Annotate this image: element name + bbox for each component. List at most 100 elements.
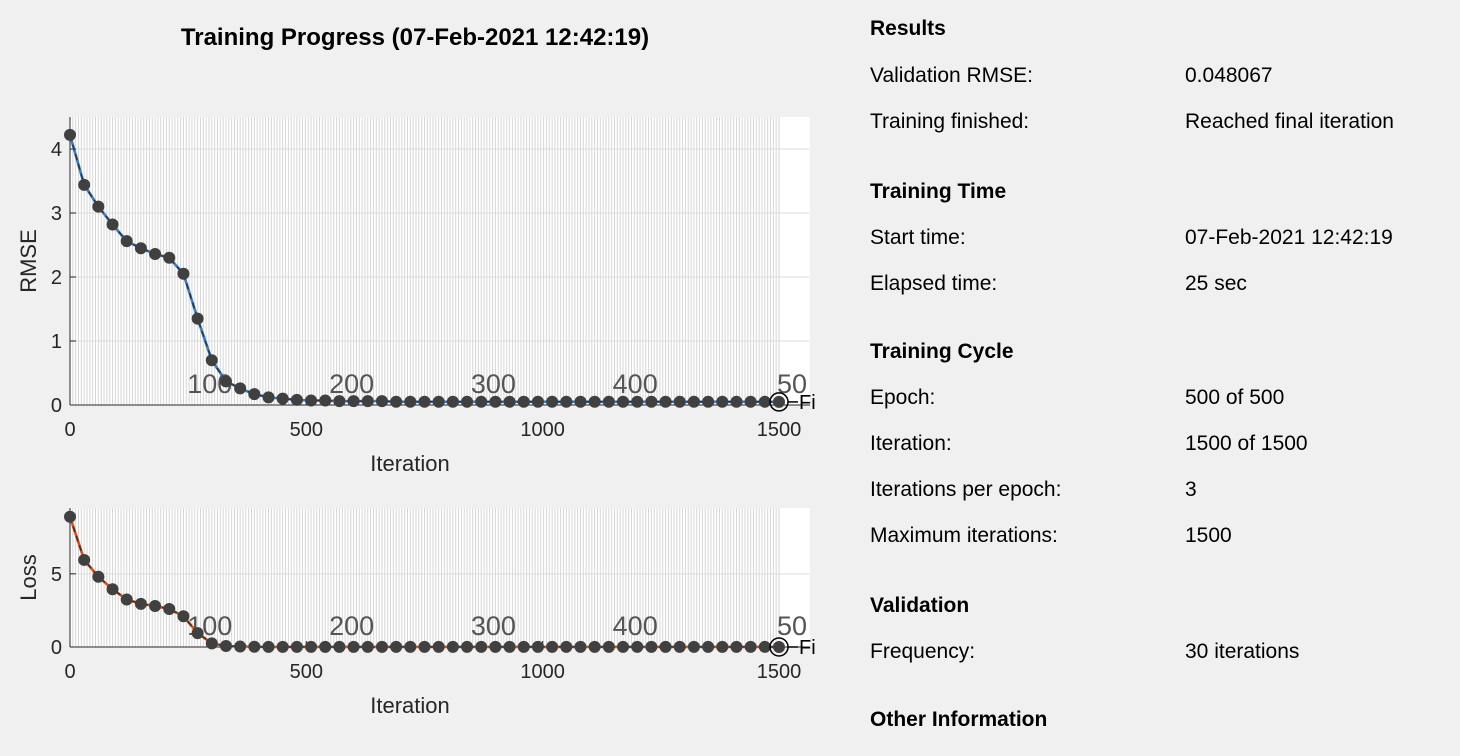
rmse-data-point [489, 395, 502, 408]
loss-plot-area [70, 508, 810, 647]
validation-rmse-value: 0.048067 [1185, 64, 1273, 87]
loss-data-point [503, 640, 516, 653]
loss-data-point [531, 640, 544, 653]
training-time-heading: Training Time [870, 180, 1007, 203]
rmse-data-point [432, 395, 445, 408]
rmse-x-axis-label: Iteration [370, 451, 450, 476]
rmse-data-point [177, 267, 190, 280]
loss-data-point [290, 640, 303, 653]
loss-data-point [730, 640, 743, 653]
rmse-data-point [205, 354, 218, 367]
rmse-data-point [687, 395, 700, 408]
rmse-data-point [290, 393, 303, 406]
loss-data-point [234, 640, 247, 653]
rmse-epoch-grid [69, 117, 780, 405]
rmse-data-point [602, 395, 615, 408]
rmse-data-point [106, 218, 119, 231]
loss-data-point [645, 640, 658, 653]
loss-x-tick-label: 500 [290, 661, 323, 683]
rmse-data-point [659, 395, 672, 408]
loss-x-tick-label: 1000 [520, 661, 565, 683]
rmse-data-point [404, 395, 417, 408]
loss-data-point [574, 640, 587, 653]
rmse-data-point [758, 395, 771, 408]
rmse-data-point [461, 395, 474, 408]
rmse-data-point [617, 395, 630, 408]
elapsed-time-label: Elapsed time: [870, 272, 998, 295]
rmse-data-point [319, 394, 332, 407]
rmse-data-point [702, 395, 715, 408]
rmse-y-tick-label: 4 [51, 139, 62, 161]
loss-y-tick-label: 5 [51, 564, 62, 586]
epoch-label: Epoch: [870, 386, 936, 409]
loss-data-point [560, 640, 573, 653]
loss-y-tick-label: 0 [51, 637, 62, 659]
rmse-data-point [333, 395, 346, 408]
loss-data-point [262, 640, 275, 653]
rmse-data-point [645, 395, 658, 408]
loss-data-point [120, 593, 133, 606]
loss-data-point [446, 640, 459, 653]
validation-heading: Validation [870, 594, 970, 617]
rmse-data-point [730, 395, 743, 408]
loss-data-point [149, 600, 162, 613]
rmse-data-point [234, 382, 247, 395]
loss-data-point [418, 640, 431, 653]
rmse-data-point [446, 395, 459, 408]
loss-y-axis-label: Loss [16, 554, 41, 600]
rmse-data-point [191, 312, 204, 325]
rmse-data-point [531, 395, 544, 408]
loss-epoch-grid [69, 508, 780, 647]
rmse-data-point [574, 395, 587, 408]
rmse-data-point [78, 178, 91, 191]
loss-data-point [177, 610, 190, 623]
loss-data-point [375, 640, 388, 653]
rmse-data-point [631, 395, 644, 408]
rmse-epoch-label: 400 [613, 369, 658, 399]
rmse-data-point [546, 395, 559, 408]
loss-data-point [687, 640, 700, 653]
loss-data-point [617, 640, 630, 653]
loss-data-point [92, 570, 105, 583]
loss-data-point [163, 602, 176, 615]
rmse-data-point [418, 395, 431, 408]
rmse-final-marker-label: Fi [799, 392, 816, 414]
training-cycle-heading: Training Cycle [870, 340, 1014, 363]
start-time-value: 07-Feb-2021 12:42:19 [1185, 226, 1393, 249]
plot-title: Training Progress (07-Feb-2021 12:42:19) [180, 24, 650, 51]
loss-data-point [432, 640, 445, 653]
rmse-data-point [744, 395, 757, 408]
rmse-y-tick-label: 1 [51, 331, 62, 353]
iteration-label: Iteration: [870, 432, 952, 455]
loss-data-point [404, 640, 417, 653]
loss-data-point [602, 640, 615, 653]
frequency-label: Frequency: [870, 640, 976, 663]
rmse-y-tick-label: 0 [51, 395, 62, 417]
loss-data-point [106, 583, 119, 596]
rmse-data-point [262, 391, 275, 404]
rmse-data-point [517, 395, 530, 408]
rmse-x-tick-label: 1500 [757, 419, 802, 441]
start-time-label: Start time: [870, 226, 966, 249]
loss-data-point [758, 640, 771, 653]
loss-data-point [134, 597, 147, 610]
rmse-data-point [588, 395, 601, 408]
iteration-value: 1500 of 1500 [1185, 432, 1308, 455]
rmse-x-tick-label: 500 [290, 419, 323, 441]
loss-data-point [333, 640, 346, 653]
loss-epoch-label: 400 [613, 611, 658, 641]
rmse-data-point [163, 251, 176, 264]
rmse-data-point [347, 395, 360, 408]
loss-data-point [489, 640, 502, 653]
loss-data-point [219, 639, 232, 652]
rmse-data-point [149, 247, 162, 260]
loss-data-point [276, 640, 289, 653]
loss-x-tick-label: 1500 [757, 661, 802, 683]
results-heading: Results [870, 17, 946, 40]
loss-data-point [361, 640, 374, 653]
loss-data-point [744, 640, 757, 653]
loss-data-point [64, 510, 76, 523]
